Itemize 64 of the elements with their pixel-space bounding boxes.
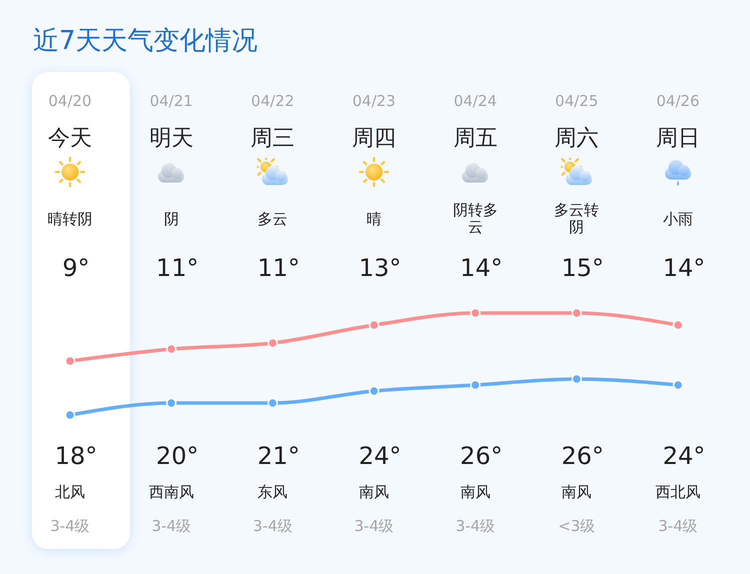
- text: 04/26: [656, 92, 700, 110]
- x-tick-label: 周五: [453, 126, 498, 151]
- data-label: 26°: [460, 442, 503, 470]
- data-label: 20°: [156, 442, 199, 470]
- data-label: 26°: [561, 442, 604, 470]
- point: [672, 320, 684, 330]
- text: 04/21: [150, 92, 193, 110]
- text: 阴转多云: [452, 201, 499, 236]
- data-label: 11°: [257, 254, 300, 282]
- data-label: 14°: [460, 254, 503, 282]
- text: 南风: [359, 482, 389, 500]
- data-label: 24°: [662, 442, 706, 470]
- point: [166, 344, 177, 354]
- text: 西北风: [656, 482, 700, 500]
- x-tick-label: 周三: [250, 126, 295, 151]
- text: 多云: [258, 210, 288, 228]
- data-label: 11°: [156, 254, 199, 282]
- data-label: 9°: [62, 254, 90, 282]
- text: 3-4级: [658, 516, 698, 534]
- x-tick-label: 周四: [352, 126, 396, 151]
- point: [571, 374, 582, 384]
- text: 晴转阴: [48, 210, 92, 228]
- data-label: 14°: [662, 254, 706, 282]
- text: 东风: [258, 482, 288, 500]
- point: [470, 380, 481, 390]
- x-tick-label: 周日: [656, 126, 700, 151]
- text: 04/20: [48, 92, 92, 110]
- text: 3-4级: [152, 516, 192, 534]
- point: [267, 338, 278, 348]
- text: 南风: [562, 482, 592, 500]
- point: [368, 320, 380, 330]
- text: 3-4级: [50, 516, 90, 534]
- text: 04/24: [454, 92, 497, 110]
- chart-title: 近7天天气变化情况: [33, 25, 258, 58]
- text: 3-4级: [252, 516, 292, 534]
- text: 西南风: [148, 482, 194, 500]
- point: [368, 386, 380, 396]
- text: 北风: [55, 482, 85, 500]
- text: 04/25: [555, 92, 598, 110]
- text: 04/22: [251, 92, 294, 110]
- text: 晴: [366, 210, 382, 228]
- point: [470, 308, 481, 318]
- text: 南风: [460, 482, 490, 500]
- text: 阴: [164, 210, 179, 228]
- text: 3-4级: [354, 516, 394, 534]
- point: [571, 308, 582, 318]
- x-tick-label: 今天: [48, 126, 92, 151]
- text: 3-4级: [456, 516, 496, 534]
- text: 小雨: [663, 210, 693, 228]
- data-label: 24°: [358, 442, 402, 470]
- data-label: 21°: [257, 442, 300, 470]
- text: 04/23: [352, 92, 396, 110]
- data-label: 13°: [358, 254, 402, 282]
- text: <3级: [558, 516, 596, 534]
- x-tick-label: 明天: [149, 126, 194, 151]
- text: 多云转阴: [553, 201, 600, 236]
- data-label: 15°: [561, 254, 604, 282]
- data-label: 18°: [54, 442, 98, 470]
- point: [166, 398, 177, 408]
- point: [64, 410, 76, 420]
- x-tick-label: 周六: [554, 126, 599, 151]
- point: [64, 356, 76, 366]
- point: [672, 380, 684, 390]
- point: [267, 398, 278, 408]
